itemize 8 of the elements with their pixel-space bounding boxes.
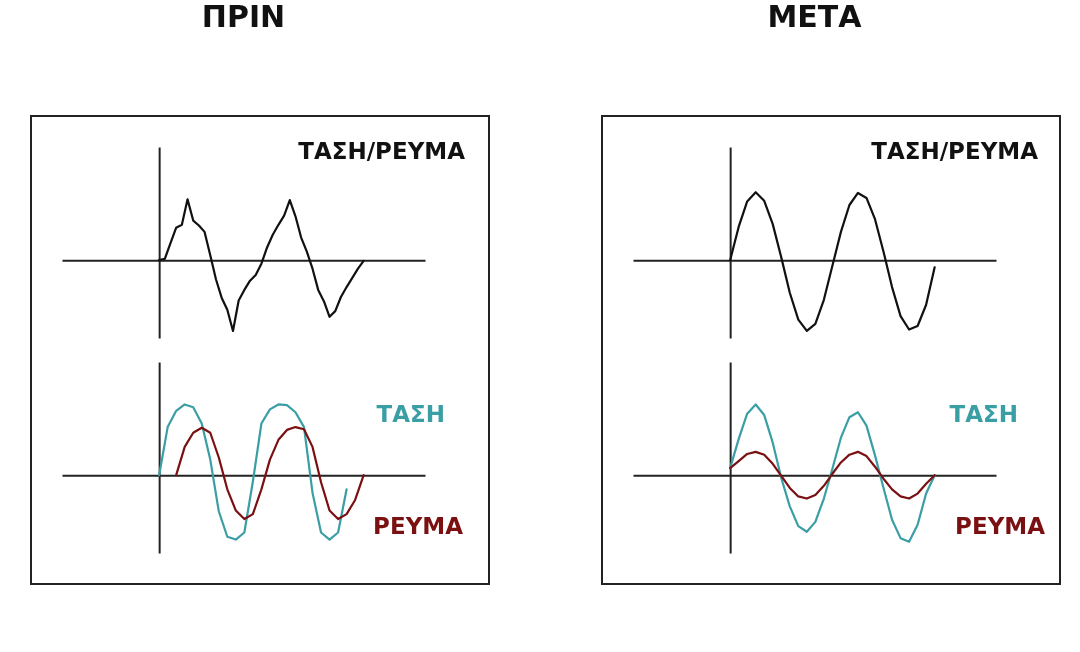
- chart-title: ΠΡΙΝ: [201, 0, 286, 34]
- text: ΤΑΣΗ: [949, 401, 1018, 427]
- series-label: ΤΑΣΗ/ΡΕΥΜΑ: [298, 138, 466, 164]
- chart-title: ΜΕΤΑ: [767, 0, 863, 34]
- text: ΤΑΣΗ: [376, 401, 445, 427]
- series-label: ΡΕΥΜΑ: [373, 513, 464, 539]
- series-label: ΤΑΣΗ/ΡΕΥΜΑ: [871, 138, 1039, 164]
- series-label: ΡΕΥΜΑ: [955, 513, 1046, 539]
